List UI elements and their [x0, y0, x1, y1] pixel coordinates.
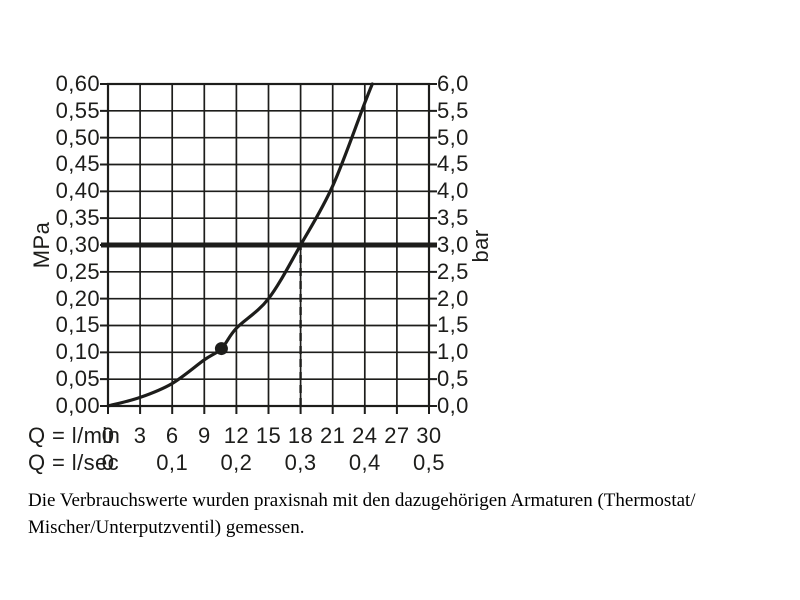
measurement-note: Die Verbrauchswerte wurden praxisnah mit… — [28, 487, 696, 541]
y-axis-right-labels: 6,0 5,5 5,0 4,5 4,0 3,5 3,0 2,5 2,0 1,5 … — [437, 71, 469, 418]
pressure-drop-curve — [106, 82, 374, 408]
y-axis-unit-bar: bar — [468, 229, 493, 263]
measurement-note-line2: Mischer/Unterputzventil) gemessen. — [28, 517, 305, 538]
x-axis-unit-lmin: Q = l/min — [28, 423, 121, 448]
x-axis-unit-lsec: Q = l/sec — [28, 450, 120, 475]
y-axis-left-labels: 0,60 0,55 0,50 0,45 0,40 0,35 0,30 0,25 … — [55, 71, 100, 418]
data-point-marker — [214, 342, 228, 356]
y-axis-unit-mpa: MPa — [29, 221, 54, 269]
measurement-note-line1: Die Verbrauchswerte wurden praxisnah mit… — [28, 490, 696, 511]
